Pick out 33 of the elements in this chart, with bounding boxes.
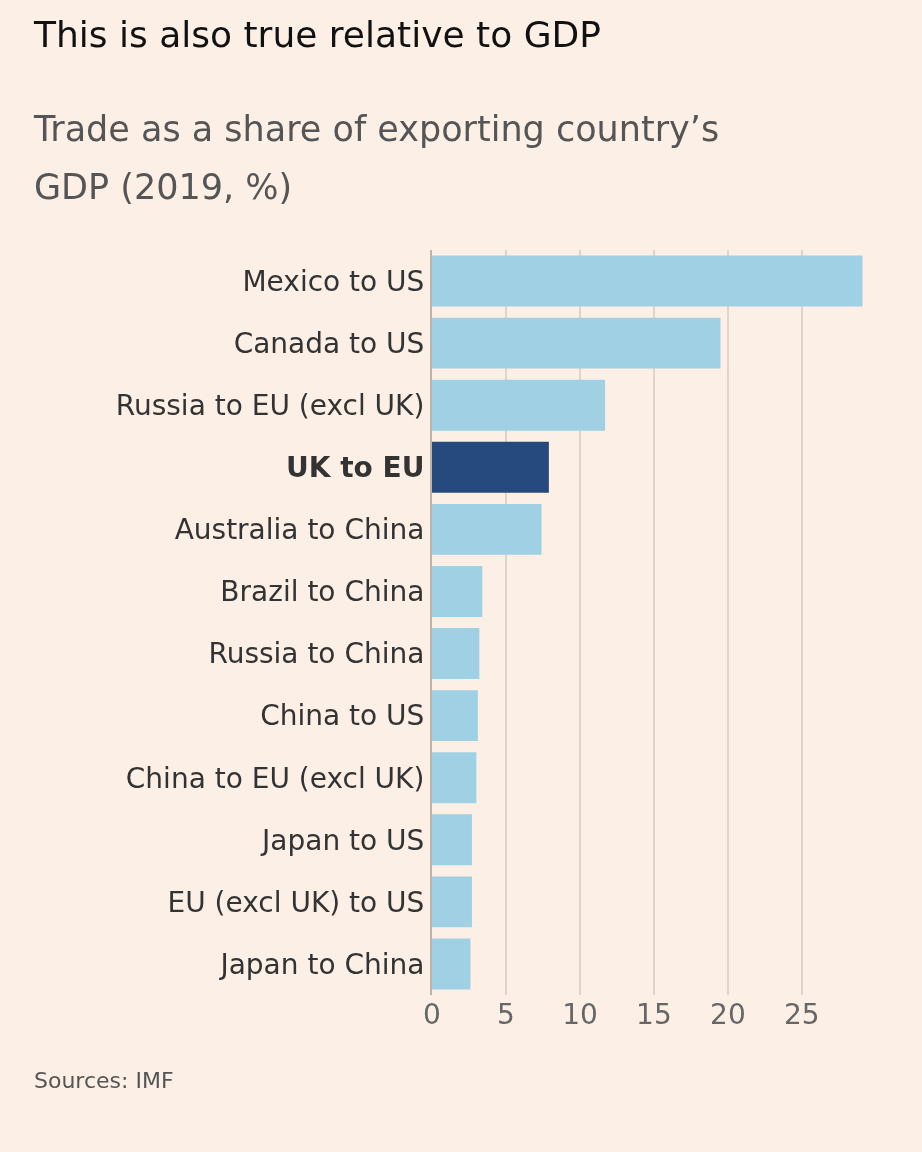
bar xyxy=(432,876,472,928)
bar xyxy=(432,379,606,431)
bar xyxy=(432,255,863,307)
y-tick-label: Russia to EU (excl UK) xyxy=(115,389,425,423)
x-tick-label: 0 xyxy=(423,998,441,1031)
bar xyxy=(432,441,549,493)
y-tick-label: China to US xyxy=(260,699,425,733)
bar xyxy=(432,317,721,369)
x-tick-label: 25 xyxy=(784,998,820,1031)
x-tick-label: 15 xyxy=(636,998,672,1031)
y-tick-label: EU (excl UK) to US xyxy=(167,885,425,919)
y-tick-label: Canada to US xyxy=(233,326,425,360)
bar xyxy=(432,566,483,617)
chart-subtitle: Trade as a share of exporting country’s GDP (2019, %) xyxy=(34,108,721,209)
y-tick-label: Australia to China xyxy=(174,513,425,547)
bar xyxy=(432,938,471,990)
source-note: Sources: IMF xyxy=(34,1068,174,1093)
y-tick-label: Japan to China xyxy=(218,947,425,981)
bar xyxy=(432,628,480,679)
chart-title: This is also true relative to GDP xyxy=(34,14,601,55)
y-tick-label: UK to EU xyxy=(285,451,425,485)
bar xyxy=(432,690,478,742)
y-tick-label: Mexico to US xyxy=(242,264,425,298)
x-tick-label: 10 xyxy=(562,998,598,1031)
y-tick-label: Brazil to China xyxy=(220,575,425,609)
x-tick-label: 5 xyxy=(497,998,515,1031)
y-tick-label: Japan to US xyxy=(260,823,425,857)
bar xyxy=(432,752,477,804)
bar xyxy=(432,814,472,866)
y-tick-label: China to EU (excl UK) xyxy=(125,761,425,795)
y-tick-label: Russia to China xyxy=(208,637,425,671)
x-tick-label: 20 xyxy=(710,998,746,1031)
bar xyxy=(432,503,542,555)
